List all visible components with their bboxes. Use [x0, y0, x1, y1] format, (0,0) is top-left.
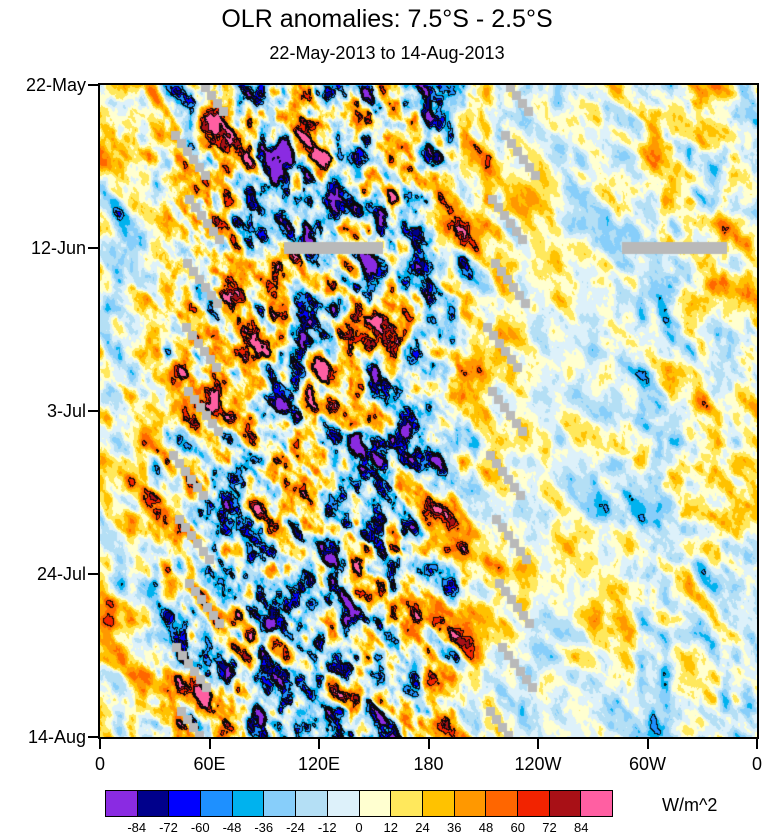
x-tick-label: 120W	[514, 754, 562, 774]
colorbar-tick-label: -60	[190, 820, 210, 834]
colorbar-tick-label: -48	[222, 820, 242, 834]
colorbar-tick-label: 12	[383, 820, 398, 834]
x-tick-mark	[208, 739, 211, 749]
colorbar-segment	[516, 790, 550, 817]
chart-title: OLR anomalies: 7.5°S - 2.5°S	[221, 5, 553, 33]
y-tick-mark	[88, 736, 98, 738]
colorbar-segment	[200, 790, 233, 817]
x-tick-mark	[756, 739, 758, 749]
colorbar-segment	[231, 790, 265, 817]
colorbar-tick-label: -12	[317, 820, 337, 834]
heatmap-canvas	[100, 85, 757, 737]
y-tick-mark	[88, 410, 98, 412]
x-tick-mark	[427, 739, 430, 749]
x-tick-label: 60W	[628, 754, 666, 774]
colorbar-segment	[453, 790, 487, 817]
colorbar-tick-label: -84	[127, 820, 147, 834]
colorbar-tick-label: 36	[447, 820, 462, 834]
colorbar-segment	[168, 790, 202, 817]
y-tick-mark	[88, 84, 98, 86]
colorbar-segment	[390, 790, 423, 817]
colorbar-units-label: W/m^2	[662, 795, 718, 815]
colorbar-segment	[326, 790, 360, 817]
colorbar-tick-label: 24	[415, 820, 430, 834]
x-tick-mark	[99, 739, 101, 749]
x-tick-label: 120E	[297, 754, 341, 774]
colorbar-segment	[421, 790, 455, 817]
colorbar-tick-label: -36	[254, 820, 274, 834]
colorbar-segment	[136, 790, 170, 817]
colorbar-tick-label: 72	[542, 820, 557, 834]
chart-subtitle: 22-May-2013 to 14-Aug-2013	[269, 43, 505, 63]
colorbar-segment	[263, 790, 297, 817]
x-tick-mark	[646, 739, 649, 749]
colorbar-tick-label: 0	[355, 820, 363, 834]
colorbar-segment	[295, 790, 328, 817]
colorbar-tick-label: 84	[574, 820, 589, 834]
colorbar	[105, 790, 613, 817]
colorbar-segment	[580, 790, 613, 817]
colorbar-segment	[105, 790, 138, 817]
y-tick-label: 24-Jul	[36, 564, 86, 584]
y-tick-label: 14-Aug	[27, 727, 86, 747]
x-tick-mark	[318, 739, 320, 749]
colorbar-tick-label: -72	[159, 820, 178, 834]
colorbar-segment	[548, 790, 582, 817]
x-tick-label: 0	[94, 754, 105, 774]
colorbar-tick-label: 48	[478, 820, 494, 834]
y-tick-label: 22-May	[25, 75, 86, 95]
y-tick-label: 3-Jul	[46, 401, 86, 421]
plot-frame	[98, 83, 759, 739]
colorbar-segment	[485, 790, 518, 817]
y-tick-mark	[88, 573, 98, 575]
x-tick-label: 60E	[193, 754, 226, 774]
colorbar-tick-label: 60	[510, 820, 525, 834]
x-tick-label: 180	[413, 754, 444, 774]
y-tick-mark	[88, 247, 98, 249]
x-tick-mark	[537, 739, 539, 749]
y-tick-label: 12-Jun	[30, 238, 86, 258]
colorbar-tick-label: -24	[286, 820, 305, 834]
x-tick-label: 0	[751, 754, 762, 774]
colorbar-segment	[358, 790, 392, 817]
